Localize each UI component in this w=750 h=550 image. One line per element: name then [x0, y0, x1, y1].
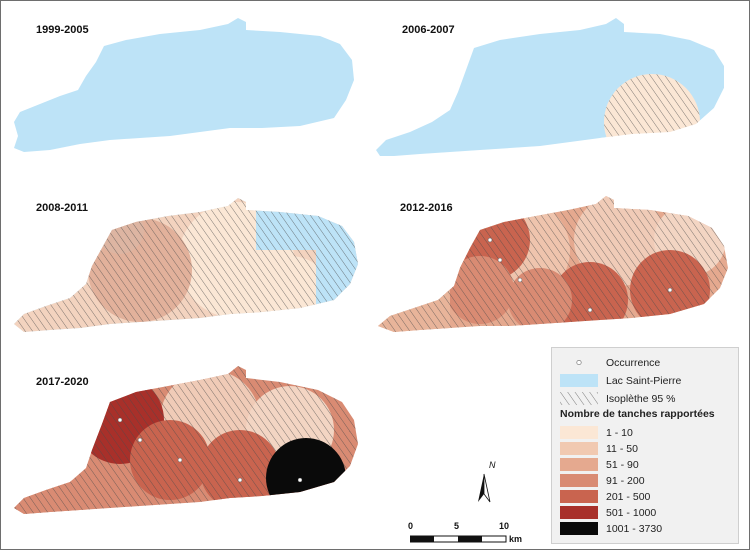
legend-class-label: 11 - 50	[606, 442, 638, 455]
lake-map-2017-2020	[14, 366, 358, 514]
panel-label: 2008-2011	[36, 202, 88, 214]
legend-class-label: 201 - 500	[606, 490, 651, 503]
map-panel-2008-2011: 2008-2011	[0, 170, 370, 340]
legend-class-swatch-icon	[560, 522, 598, 535]
isopleth-hatch-icon	[560, 392, 598, 405]
legend-lake-label: Lac Saint-Pierre	[606, 374, 682, 387]
scale-tick-5: 5	[454, 521, 460, 531]
scale-unit: km	[509, 534, 523, 544]
legend-title: Nombre de tanches rapportées	[560, 408, 715, 420]
panel-label: 2006-2007	[402, 24, 455, 36]
occurrence-symbol-icon	[576, 360, 582, 366]
legend-class-item: 501 - 1000	[560, 506, 656, 519]
lake-map-2012-2016	[378, 196, 728, 332]
legend-class-item: 201 - 500	[560, 490, 650, 503]
legend-class-item: 91 - 200	[560, 474, 645, 487]
legend-class-item: 51 - 90	[560, 458, 639, 471]
lake-map-2008-2011	[14, 198, 358, 332]
legend-occurrence: Occurrence	[560, 356, 660, 369]
legend-class-swatch-icon	[560, 474, 598, 487]
legend-class-swatch-icon	[560, 506, 598, 519]
legend-class-swatch-icon	[560, 458, 598, 471]
legend-class-swatch-icon	[560, 426, 598, 439]
north-label: N	[489, 460, 496, 470]
legend-class-label: 501 - 1000	[606, 506, 657, 519]
map-legend: Occurrence Lac Saint-Pierre Isoplèthe 95…	[551, 347, 739, 544]
panel-label: 2012-2016	[400, 202, 453, 214]
panel-label: 2017-2020	[36, 376, 89, 388]
lake-map-2006-2007	[376, 18, 730, 170]
north-arrow-icon: N	[468, 460, 498, 506]
legend-class-swatch-icon	[560, 442, 598, 455]
map-panel-2017-2020: 2017-2020	[0, 340, 370, 550]
legend-class-label: 1001 - 3730	[606, 522, 663, 535]
map-panel-2006-2007: 2006-2007	[370, 0, 740, 170]
lake-map-1999-2005	[14, 18, 354, 152]
legend-isopleth-label: Isoplèthe 95 %	[606, 392, 676, 405]
map-panel-1999-2005: 1999-2005	[0, 0, 370, 170]
scale-bar-graphic	[410, 535, 507, 543]
legend-class-label: 91 - 200	[606, 474, 645, 487]
legend-class-item: 11 - 50	[560, 442, 638, 455]
legend-class-item: 1 - 10	[560, 426, 633, 439]
scale-bar: 0 5 10 km	[408, 520, 528, 548]
legend-class-swatch-icon	[560, 490, 598, 503]
map-panel-2012-2016: 2012-2016	[370, 170, 740, 340]
scale-tick-0: 0	[408, 521, 414, 531]
lake-swatch-icon	[560, 374, 598, 387]
panel-label: 1999-2005	[36, 24, 89, 36]
legend-lake: Lac Saint-Pierre	[560, 374, 681, 387]
legend-class-item: 1001 - 3730	[560, 522, 662, 535]
scale-tick-10: 10	[499, 521, 510, 531]
legend-isopleth: Isoplèthe 95 %	[560, 392, 675, 405]
legend-class-label: 51 - 90	[606, 458, 639, 471]
legend-class-label: 1 - 10	[606, 426, 633, 439]
legend-occurrence-label: Occurrence	[606, 356, 661, 369]
